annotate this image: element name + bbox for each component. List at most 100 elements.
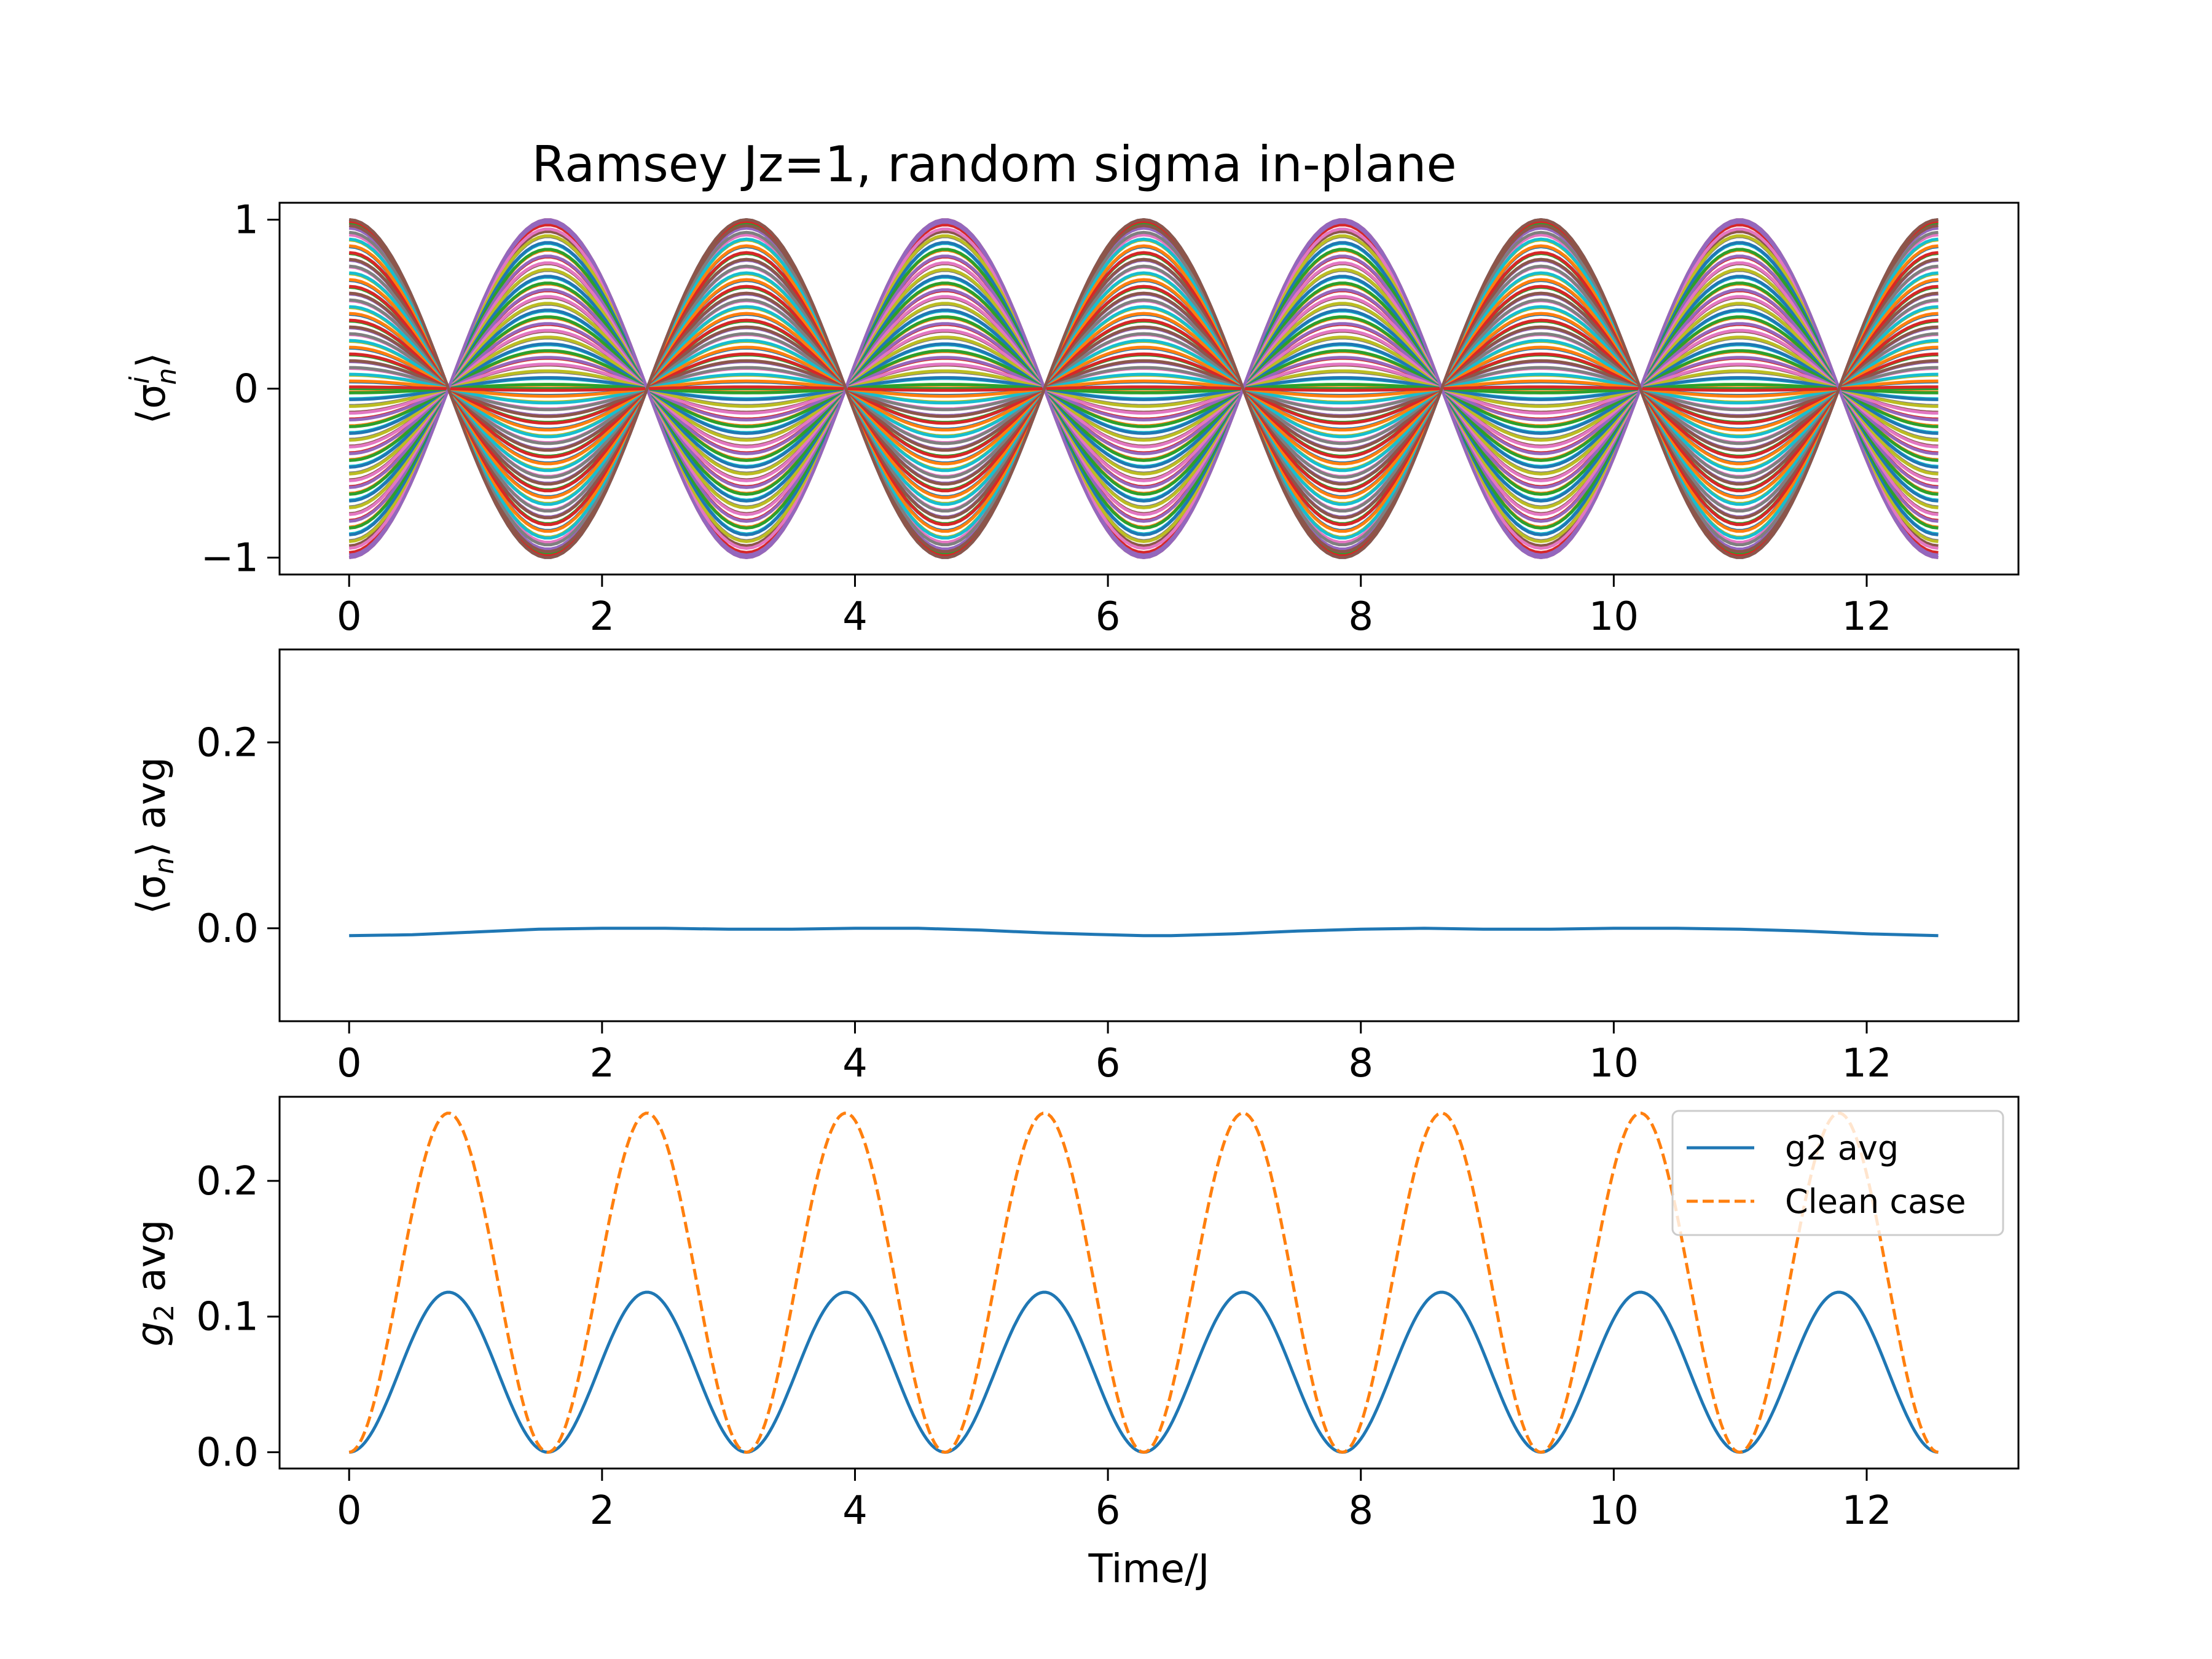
top-series-line xyxy=(348,218,1939,560)
middle-y-ticks: 0.0 0.2 xyxy=(196,720,280,952)
top-series-line xyxy=(349,356,1939,422)
bot-x-tick-label: 8 xyxy=(1348,1488,1373,1534)
top-series-line xyxy=(349,383,1939,394)
top-series-line xyxy=(349,376,1939,401)
top-series-line xyxy=(349,369,1939,408)
top-series-line xyxy=(348,244,1939,533)
top-x-tick-label: 10 xyxy=(1589,594,1639,640)
top-x-tick-label: 4 xyxy=(842,594,868,640)
mid-x-tick-label: 6 xyxy=(1096,1041,1121,1086)
chart-title: Ramsey Jz=1, random sigma in-plane xyxy=(531,136,1456,193)
top-series-line xyxy=(349,352,1939,425)
top-series-line xyxy=(348,268,1939,509)
top-x-tick-label: 0 xyxy=(337,594,362,640)
panel-middle: 0 2 4 6 8 10 12 0.0 0.2 ⟨σn⟩ avg xyxy=(129,648,2020,1086)
middle-series-line xyxy=(349,927,1939,938)
top-series-line xyxy=(349,379,1939,398)
bot-y-tick-label: 0.0 xyxy=(196,1430,259,1476)
bottom-y-ticks: 0.0 0.1 0.2 xyxy=(196,1159,280,1476)
top-y-tick-label: 1 xyxy=(233,198,259,243)
top-series-line xyxy=(349,385,1939,392)
top-series-line xyxy=(348,291,1939,486)
top-series-line xyxy=(348,264,1939,513)
bot-x-tick-label: 0 xyxy=(337,1488,362,1534)
top-series-line xyxy=(348,251,1939,527)
top-series-line xyxy=(349,295,1939,482)
top-series-line xyxy=(349,315,1939,462)
legend: g2 avg Clean case xyxy=(1671,1110,2004,1236)
top-y-axis-label: ⟨σin⟩ xyxy=(124,353,182,425)
bot-x-tick-label: 6 xyxy=(1096,1488,1121,1534)
top-series-line xyxy=(348,261,1939,516)
mid-y-tick-label: 0.0 xyxy=(196,906,259,952)
top-series-line xyxy=(348,278,1939,500)
panel-top: 0 2 4 6 8 10 12 −1 0 1 ⟨σin⟩ xyxy=(124,198,2020,640)
top-series-line xyxy=(349,312,1939,466)
mid-x-tick-label: 0 xyxy=(337,1041,362,1086)
top-series-line xyxy=(349,332,1939,445)
legend-label-g2-avg: g2 avg xyxy=(1785,1129,1899,1167)
bot-y-tick-label: 0.2 xyxy=(196,1159,259,1204)
top-series-line xyxy=(349,335,1939,442)
mid-x-tick-label: 4 xyxy=(842,1041,868,1086)
top-series-group xyxy=(348,218,1939,560)
mid-x-tick-label: 2 xyxy=(589,1041,614,1086)
mid-y-tick-label: 0.2 xyxy=(196,720,259,766)
bot-x-tick-label: 2 xyxy=(589,1488,614,1534)
legend-label-clean-case: Clean case xyxy=(1785,1182,1966,1221)
bot-y-tick-label: 0.1 xyxy=(196,1295,259,1340)
x-axis-label: Time/J xyxy=(1088,1547,1209,1592)
mid-x-tick-label: 8 xyxy=(1348,1041,1373,1086)
bot-x-tick-label: 4 xyxy=(842,1488,868,1534)
top-x-tick-label: 6 xyxy=(1096,594,1121,640)
top-series-line xyxy=(348,257,1939,520)
top-series-line xyxy=(348,284,1939,493)
top-series-line xyxy=(349,302,1939,476)
top-series-line xyxy=(349,305,1939,473)
top-series-line xyxy=(349,342,1939,435)
top-x-tick-label: 12 xyxy=(1841,594,1891,640)
top-series-line xyxy=(349,366,1939,412)
bottom-x-ticks: 0 2 4 6 8 10 12 xyxy=(337,1469,1892,1534)
top-series-line xyxy=(348,218,1939,559)
middle-axes-frame xyxy=(278,648,2020,1022)
top-series-line xyxy=(348,275,1939,503)
top-series-line xyxy=(348,248,1939,530)
top-series-line xyxy=(349,308,1939,469)
bot-x-tick-label: 12 xyxy=(1841,1488,1891,1534)
top-y-tick-label: −1 xyxy=(201,536,259,581)
top-series-line xyxy=(349,329,1939,449)
top-series-line xyxy=(349,345,1939,432)
bottom-series-group xyxy=(348,1112,1939,1454)
top-series-line xyxy=(349,339,1939,439)
top-series-line xyxy=(348,281,1939,496)
panel-bottom: 0 2 4 6 8 10 12 0.0 0.1 0.2 g2 avg Time/J g2 avg… xyxy=(129,1096,2020,1592)
top-series-line xyxy=(348,241,1939,536)
mid-x-tick-label: 10 xyxy=(1589,1041,1639,1086)
top-y-tick-label: 0 xyxy=(233,367,259,412)
top-y-ticks: −1 0 1 xyxy=(201,198,280,581)
top-series-line xyxy=(349,363,1939,415)
legend-box xyxy=(1671,1110,2004,1236)
clean-case-line xyxy=(348,1112,1939,1454)
top-series-line xyxy=(348,271,1939,506)
top-series-line xyxy=(349,359,1939,418)
top-series-line xyxy=(349,349,1939,428)
mid-x-tick-label: 12 xyxy=(1841,1041,1891,1086)
top-x-ticks: 0 2 4 6 8 10 12 xyxy=(337,575,1892,640)
middle-series-group xyxy=(349,927,1939,938)
top-series-line xyxy=(349,322,1939,455)
top-series-line xyxy=(348,254,1939,523)
top-series-line xyxy=(349,372,1939,405)
bot-x-tick-label: 10 xyxy=(1589,1488,1639,1534)
top-series-line xyxy=(349,298,1939,479)
top-series-line xyxy=(348,288,1939,489)
top-x-tick-label: 8 xyxy=(1348,594,1373,640)
top-series-line xyxy=(349,318,1939,459)
middle-x-ticks: 0 2 4 6 8 10 12 xyxy=(337,1021,1892,1086)
top-x-tick-label: 2 xyxy=(589,594,614,640)
bottom-y-axis-label: g2 avg xyxy=(129,1220,180,1347)
bottom-axes-frame xyxy=(278,1096,2020,1470)
middle-y-axis-label: ⟨σn⟩ avg xyxy=(129,757,180,914)
